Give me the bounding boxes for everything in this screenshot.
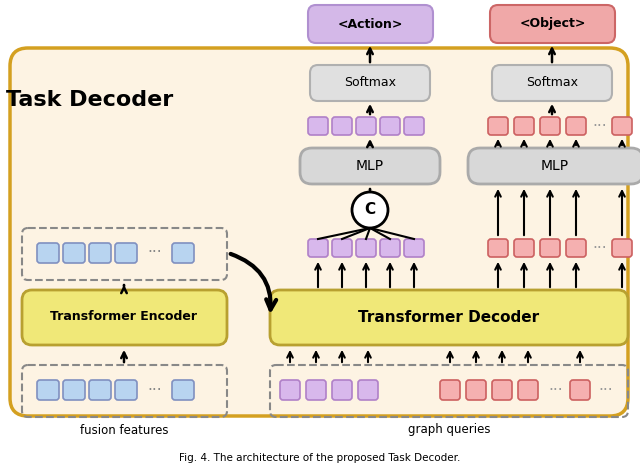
FancyBboxPatch shape [612, 239, 632, 257]
FancyBboxPatch shape [566, 239, 586, 257]
FancyBboxPatch shape [404, 117, 424, 135]
FancyBboxPatch shape [310, 65, 430, 101]
FancyBboxPatch shape [63, 380, 85, 400]
FancyBboxPatch shape [300, 148, 440, 184]
FancyBboxPatch shape [115, 243, 137, 263]
FancyBboxPatch shape [540, 239, 560, 257]
FancyBboxPatch shape [332, 239, 352, 257]
Text: MLP: MLP [541, 159, 569, 173]
FancyBboxPatch shape [492, 380, 512, 400]
FancyBboxPatch shape [306, 380, 326, 400]
FancyBboxPatch shape [570, 380, 590, 400]
FancyBboxPatch shape [356, 117, 376, 135]
FancyBboxPatch shape [514, 239, 534, 257]
FancyBboxPatch shape [270, 290, 628, 345]
FancyBboxPatch shape [380, 239, 400, 257]
FancyBboxPatch shape [514, 117, 534, 135]
FancyBboxPatch shape [37, 380, 59, 400]
FancyBboxPatch shape [308, 117, 328, 135]
FancyBboxPatch shape [358, 380, 378, 400]
FancyBboxPatch shape [22, 290, 227, 345]
Text: ···: ··· [548, 383, 563, 398]
FancyBboxPatch shape [172, 243, 194, 263]
Text: <Object>: <Object> [520, 17, 586, 30]
FancyBboxPatch shape [468, 148, 640, 184]
FancyBboxPatch shape [308, 5, 433, 43]
Text: fusion features: fusion features [80, 424, 168, 437]
FancyBboxPatch shape [37, 243, 59, 263]
Text: Fig. 4. The architecture of the proposed Task Decoder.: Fig. 4. The architecture of the proposed… [179, 453, 461, 463]
Text: Transformer Decoder: Transformer Decoder [358, 310, 540, 325]
FancyBboxPatch shape [115, 380, 137, 400]
Circle shape [352, 192, 388, 228]
FancyBboxPatch shape [172, 380, 194, 400]
FancyBboxPatch shape [488, 239, 508, 257]
FancyBboxPatch shape [332, 117, 352, 135]
FancyBboxPatch shape [492, 65, 612, 101]
FancyBboxPatch shape [63, 243, 85, 263]
Text: Task Decoder: Task Decoder [6, 90, 173, 110]
Text: ···: ··· [148, 245, 163, 260]
FancyBboxPatch shape [440, 380, 460, 400]
FancyBboxPatch shape [488, 117, 508, 135]
Text: ···: ··· [598, 383, 613, 398]
FancyBboxPatch shape [612, 117, 632, 135]
FancyBboxPatch shape [308, 239, 328, 257]
Text: Softmax: Softmax [526, 76, 578, 90]
FancyBboxPatch shape [280, 380, 300, 400]
Text: <Action>: <Action> [337, 17, 403, 30]
Text: C: C [364, 203, 376, 218]
Text: graph queries: graph queries [408, 424, 490, 437]
FancyArrowPatch shape [230, 254, 276, 310]
Text: MLP: MLP [356, 159, 384, 173]
Text: Softmax: Softmax [344, 76, 396, 90]
FancyBboxPatch shape [566, 117, 586, 135]
FancyBboxPatch shape [404, 239, 424, 257]
FancyBboxPatch shape [89, 380, 111, 400]
Text: ···: ··· [593, 119, 607, 134]
FancyBboxPatch shape [332, 380, 352, 400]
FancyBboxPatch shape [356, 239, 376, 257]
FancyBboxPatch shape [540, 117, 560, 135]
Text: ···: ··· [148, 383, 163, 398]
Text: Transformer Encoder: Transformer Encoder [51, 310, 198, 324]
FancyBboxPatch shape [380, 117, 400, 135]
FancyBboxPatch shape [518, 380, 538, 400]
FancyBboxPatch shape [490, 5, 615, 43]
FancyBboxPatch shape [466, 380, 486, 400]
Text: ···: ··· [593, 241, 607, 256]
FancyBboxPatch shape [89, 243, 111, 263]
FancyBboxPatch shape [10, 48, 628, 416]
